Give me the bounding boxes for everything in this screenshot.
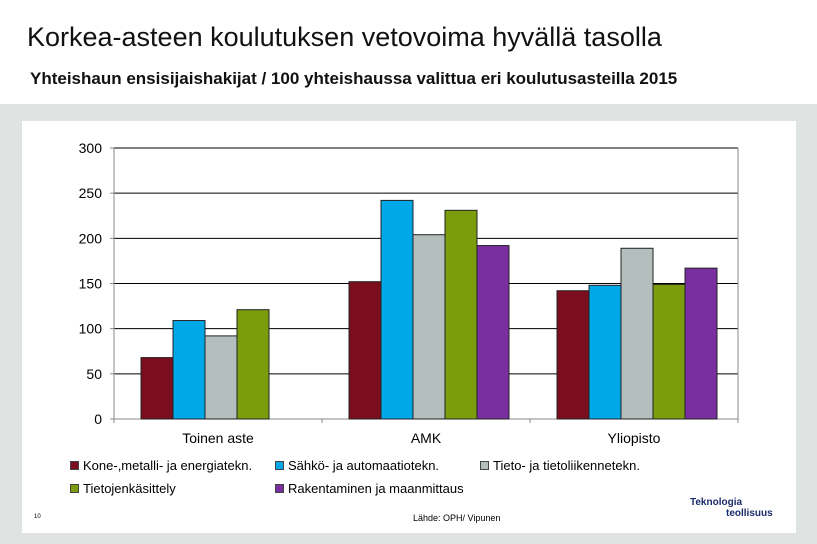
bar <box>204 335 238 420</box>
legend-swatch <box>70 461 79 470</box>
bar <box>588 284 622 420</box>
legend-label: Tieto- ja tietoliikennetekn. <box>493 458 640 473</box>
legend-item: Kone-,metalli- ja energiatekn. <box>70 458 252 473</box>
y-tick-label: 200 <box>79 230 103 246</box>
legend-swatch <box>70 484 79 493</box>
slide-subtitle: Yhteishaun ensisijaishakijat / 100 yhtei… <box>30 69 678 88</box>
slide-title: Korkea-asteen koulutuksen vetovoima hyvä… <box>27 22 662 52</box>
legend-swatch <box>480 461 489 470</box>
legend-item: Sähkö- ja automaatiotekn. <box>275 458 439 473</box>
legend-label: Kone-,metalli- ja energiatekn. <box>83 458 253 473</box>
chart-panel: 0 50 100 150 200 250 300 Toinen aste AMK Yliopist… <box>22 121 796 533</box>
bar <box>140 357 174 420</box>
legend-item: Tieto- ja tietoliikennetekn. <box>480 458 640 473</box>
y-tick-label: 250 <box>79 185 103 201</box>
bar <box>620 247 654 420</box>
legend-label: Tietojenkäsittely <box>83 481 176 496</box>
slide-header: Korkea-asteen koulutuksen vetovoima hyvä… <box>0 0 817 104</box>
company-logo: Teknologia teollisuus <box>690 497 773 519</box>
bar <box>172 320 206 420</box>
x-tick-label: AMK <box>411 430 442 446</box>
bar <box>652 283 686 420</box>
logo-line-2: teollisuus <box>726 508 773 519</box>
bar-chart: 0 50 100 150 200 250 300 Toinen aste AMK Yliopist… <box>79 140 739 446</box>
legend-label: Sähkö- ja automaatiotekn. <box>288 458 440 473</box>
legend-label: Rakentaminen ja maanmittaus <box>288 481 464 496</box>
logo-line-1: Teknologia <box>690 497 743 508</box>
page-number: 10 <box>34 514 41 520</box>
bar <box>412 234 446 420</box>
y-tick-label: 100 <box>79 321 103 337</box>
bar <box>556 290 590 420</box>
legend-item: Rakentaminen ja maanmittaus <box>275 481 464 496</box>
legend-swatch <box>275 484 284 493</box>
x-tick-label: Toinen aste <box>182 430 254 446</box>
legend-item: Tietojenkäsittely <box>70 481 176 496</box>
bar <box>348 281 382 420</box>
bar <box>380 199 414 420</box>
y-tick-label: 300 <box>79 140 103 156</box>
y-tick-label: 50 <box>86 366 102 382</box>
y-tick-label: 150 <box>79 276 103 292</box>
bar <box>444 209 478 420</box>
bar <box>684 267 718 420</box>
legend-swatch <box>275 461 284 470</box>
y-tick-label: 0 <box>94 411 102 427</box>
bar <box>236 309 270 420</box>
x-tick-label: Yliopisto <box>608 430 661 446</box>
source-note: Lähde: OPH/ Vipunen <box>413 513 501 523</box>
bar <box>476 245 510 420</box>
